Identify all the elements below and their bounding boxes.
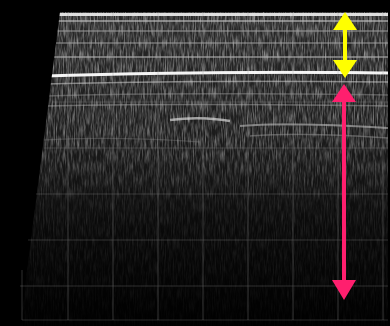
double-arrow-vertical-icon bbox=[333, 12, 357, 30]
upper-thickness-marker bbox=[333, 12, 357, 78]
double-arrow-vertical-icon bbox=[332, 280, 356, 300]
grid-border bbox=[21, 270, 388, 321]
double-arrow-vertical-icon bbox=[333, 60, 357, 78]
measurement-grid bbox=[20, 12, 388, 320]
lower-depth-marker bbox=[332, 84, 356, 300]
double-arrow-vertical-icon bbox=[332, 84, 356, 102]
